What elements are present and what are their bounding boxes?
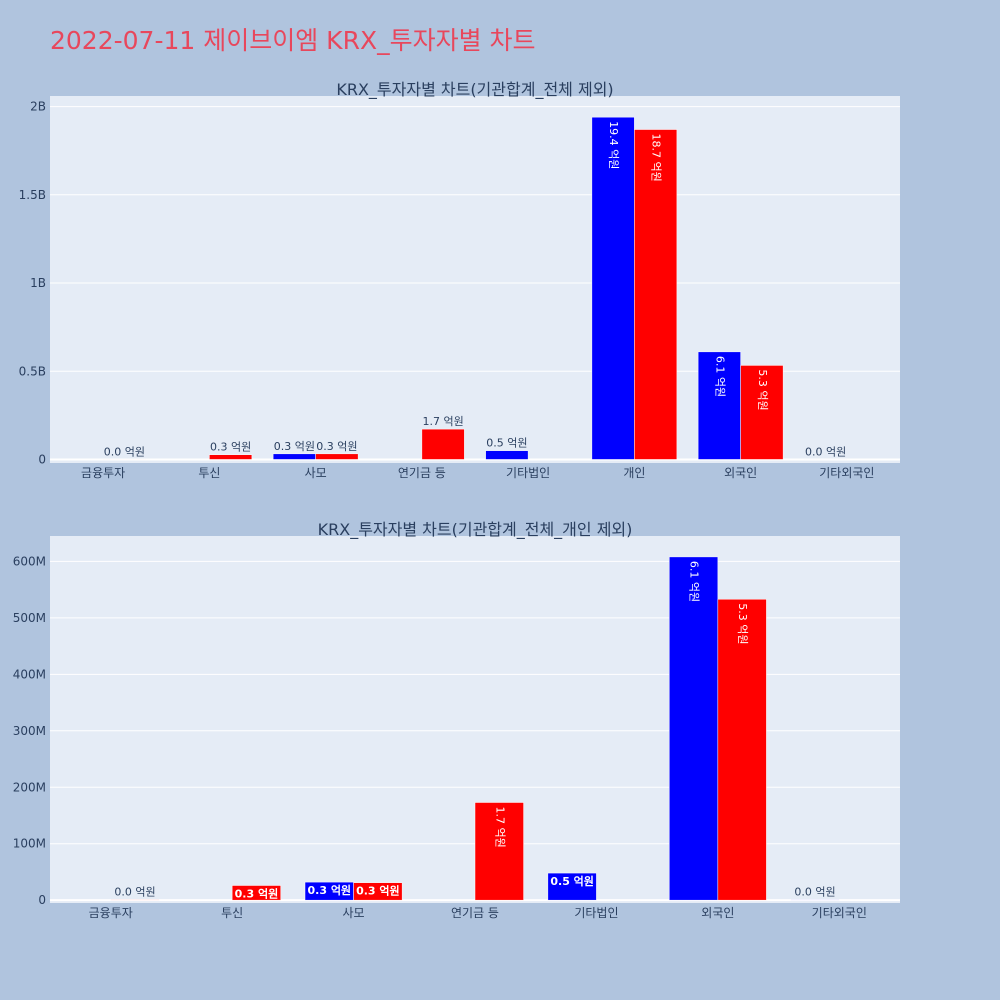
y-tick-label: 1B bbox=[30, 276, 46, 290]
data-label: 0.0 억원 bbox=[104, 445, 145, 458]
data-label: 0.0 억원 bbox=[805, 445, 846, 458]
data-label: 1.7 억원 bbox=[493, 806, 506, 847]
y-tick-label: 100M bbox=[13, 837, 46, 851]
x-tick-label: 금융투자 bbox=[81, 466, 125, 480]
bar bbox=[591, 116, 635, 460]
data-label: 0.3 억원 bbox=[356, 884, 400, 898]
x-tick-label: 기타외국인 bbox=[819, 466, 874, 480]
bar bbox=[272, 453, 316, 460]
data-label: 5.3 억원 bbox=[756, 369, 769, 410]
data-label: 0.3 억원 bbox=[235, 886, 279, 900]
bar bbox=[740, 365, 784, 460]
bar bbox=[474, 802, 524, 901]
data-label: 0.0 억원 bbox=[114, 886, 155, 899]
x-tick-label: 기타법인 bbox=[574, 906, 618, 920]
data-label: 0.5 억원 bbox=[550, 874, 594, 888]
bar bbox=[315, 453, 359, 460]
bar bbox=[669, 556, 719, 901]
bar bbox=[717, 598, 767, 901]
x-tick-label: 연기금 등 bbox=[451, 906, 499, 920]
y-tick-label: 500M bbox=[13, 611, 46, 625]
bar bbox=[790, 899, 840, 901]
page-title: 2022-07-11 제이브이엠 KRX_투자자별 차트 bbox=[50, 26, 536, 55]
data-label: 19.4 억원 bbox=[607, 121, 620, 169]
x-tick-label: 사모 bbox=[305, 466, 327, 480]
bar bbox=[209, 454, 253, 460]
chart-title: KRX_투자자별 차트(기관합계_전체 제외) bbox=[336, 80, 613, 100]
bar bbox=[634, 129, 678, 460]
x-tick-label: 투신 bbox=[221, 906, 243, 920]
y-tick-label: 200M bbox=[13, 780, 46, 794]
data-label: 0.3 억원 bbox=[210, 441, 251, 454]
chart-title: KRX_투자자별 차트(기관합계_전체_개인 제외) bbox=[318, 520, 633, 540]
chart-bottom: 0 100M 200M 300M 400M 500M 600M KRX_투자자별 차트(기관합… bbox=[13, 520, 900, 920]
y-tick-label: 300M bbox=[13, 724, 46, 738]
data-label: 1.7 억원 bbox=[423, 415, 464, 428]
y-tick-label: 0 bbox=[38, 893, 46, 907]
bar bbox=[485, 450, 529, 460]
data-label: 5.3 억원 bbox=[736, 603, 749, 644]
y-tick-label: 400M bbox=[13, 667, 46, 681]
x-tick-label: 외국인 bbox=[701, 906, 734, 920]
x-tick-label: 기타법인 bbox=[506, 466, 550, 480]
data-label: 0.3 억원 bbox=[316, 440, 357, 453]
data-label: 0.0 억원 bbox=[794, 886, 835, 899]
data-label: 18.7 억원 bbox=[650, 134, 663, 182]
x-tick-label: 외국인 bbox=[724, 466, 757, 480]
x-tick-label: 금융투자 bbox=[89, 906, 133, 920]
y-tick-label: 0 bbox=[38, 452, 46, 466]
x-tick-label: 연기금 등 bbox=[398, 466, 446, 480]
chart-top: 0 0.5B 1B 1.5B 2B KRX_투자자별 차트(기관합계_전체 제외) 금융투자… bbox=[19, 80, 900, 480]
bar bbox=[547, 872, 597, 901]
x-tick-label: 사모 bbox=[343, 906, 365, 920]
bar bbox=[421, 428, 465, 460]
data-label: 0.3 억원 bbox=[274, 440, 315, 453]
data-label: 6.1 억원 bbox=[688, 561, 701, 602]
bar bbox=[231, 885, 281, 901]
y-tick-label: 2B bbox=[30, 100, 46, 114]
data-label: 0.5 억원 bbox=[486, 437, 527, 450]
y-tick-label: 1.5B bbox=[19, 188, 46, 202]
bar bbox=[697, 351, 741, 460]
x-tick-label: 기타외국인 bbox=[812, 906, 867, 920]
bar bbox=[110, 899, 160, 901]
x-tick-label: 투신 bbox=[198, 466, 220, 480]
y-tick-label: 0.5B bbox=[19, 364, 46, 378]
bar bbox=[353, 882, 403, 901]
data-label: 0.3 억원 bbox=[308, 883, 352, 897]
y-tick-label: 600M bbox=[13, 554, 46, 568]
data-label: 6.1 억원 bbox=[713, 356, 726, 397]
x-tick-label: 개인 bbox=[623, 466, 645, 480]
